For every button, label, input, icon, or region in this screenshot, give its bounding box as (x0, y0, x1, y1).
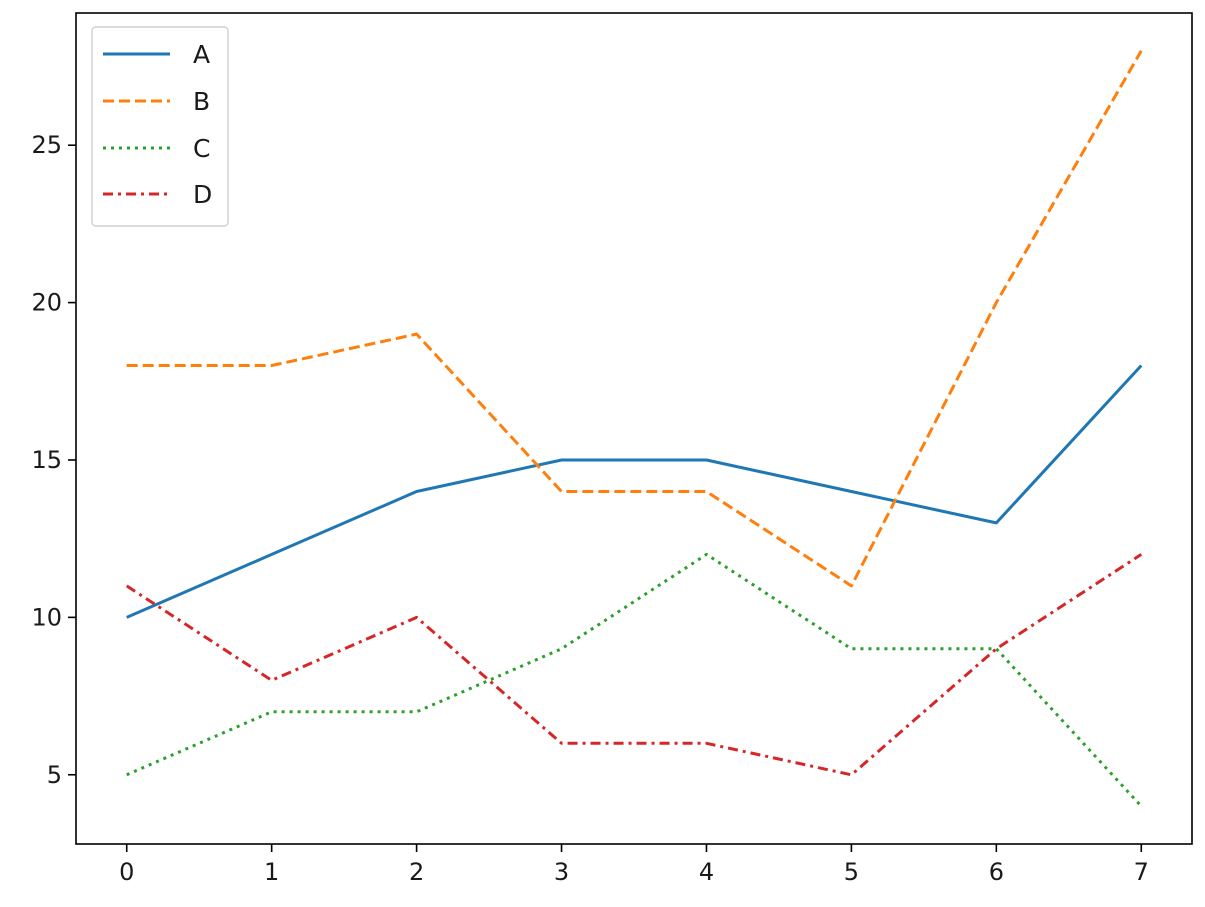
x-tick-label: 1 (264, 858, 279, 886)
x-axis: 0 1 2 3 4 5 6 7 (119, 844, 1149, 886)
x-tick-label: 2 (409, 858, 424, 886)
legend: A B C D (91, 26, 229, 227)
legend-label-c: C (193, 134, 210, 163)
x-tick-label: 5 (844, 858, 859, 886)
legend-label-b: B (193, 87, 210, 116)
y-tick-label: 25 (31, 131, 62, 159)
legend-label-a: A (193, 40, 210, 69)
x-tick-label: 3 (554, 858, 569, 886)
y-axis: 5 10 15 20 25 (31, 131, 76, 789)
y-tick-label: 10 (31, 603, 62, 631)
y-tick-label: 5 (47, 761, 62, 789)
legend-box (91, 26, 229, 227)
series-line-d (125, 553, 1143, 777)
series-layer (125, 50, 1143, 808)
x-tick-label: 4 (699, 858, 714, 886)
series-line-a (126, 364, 1143, 619)
x-tick-label: 0 (119, 858, 134, 886)
series-line-b (126, 50, 1143, 588)
y-tick-label: 15 (31, 446, 62, 474)
y-tick-label: 20 (31, 289, 62, 317)
plot-frame (75, 12, 1193, 845)
legend-label-d: D (193, 180, 212, 209)
x-tick-label: 6 (989, 858, 1004, 886)
x-tick-label: 7 (1134, 858, 1149, 886)
